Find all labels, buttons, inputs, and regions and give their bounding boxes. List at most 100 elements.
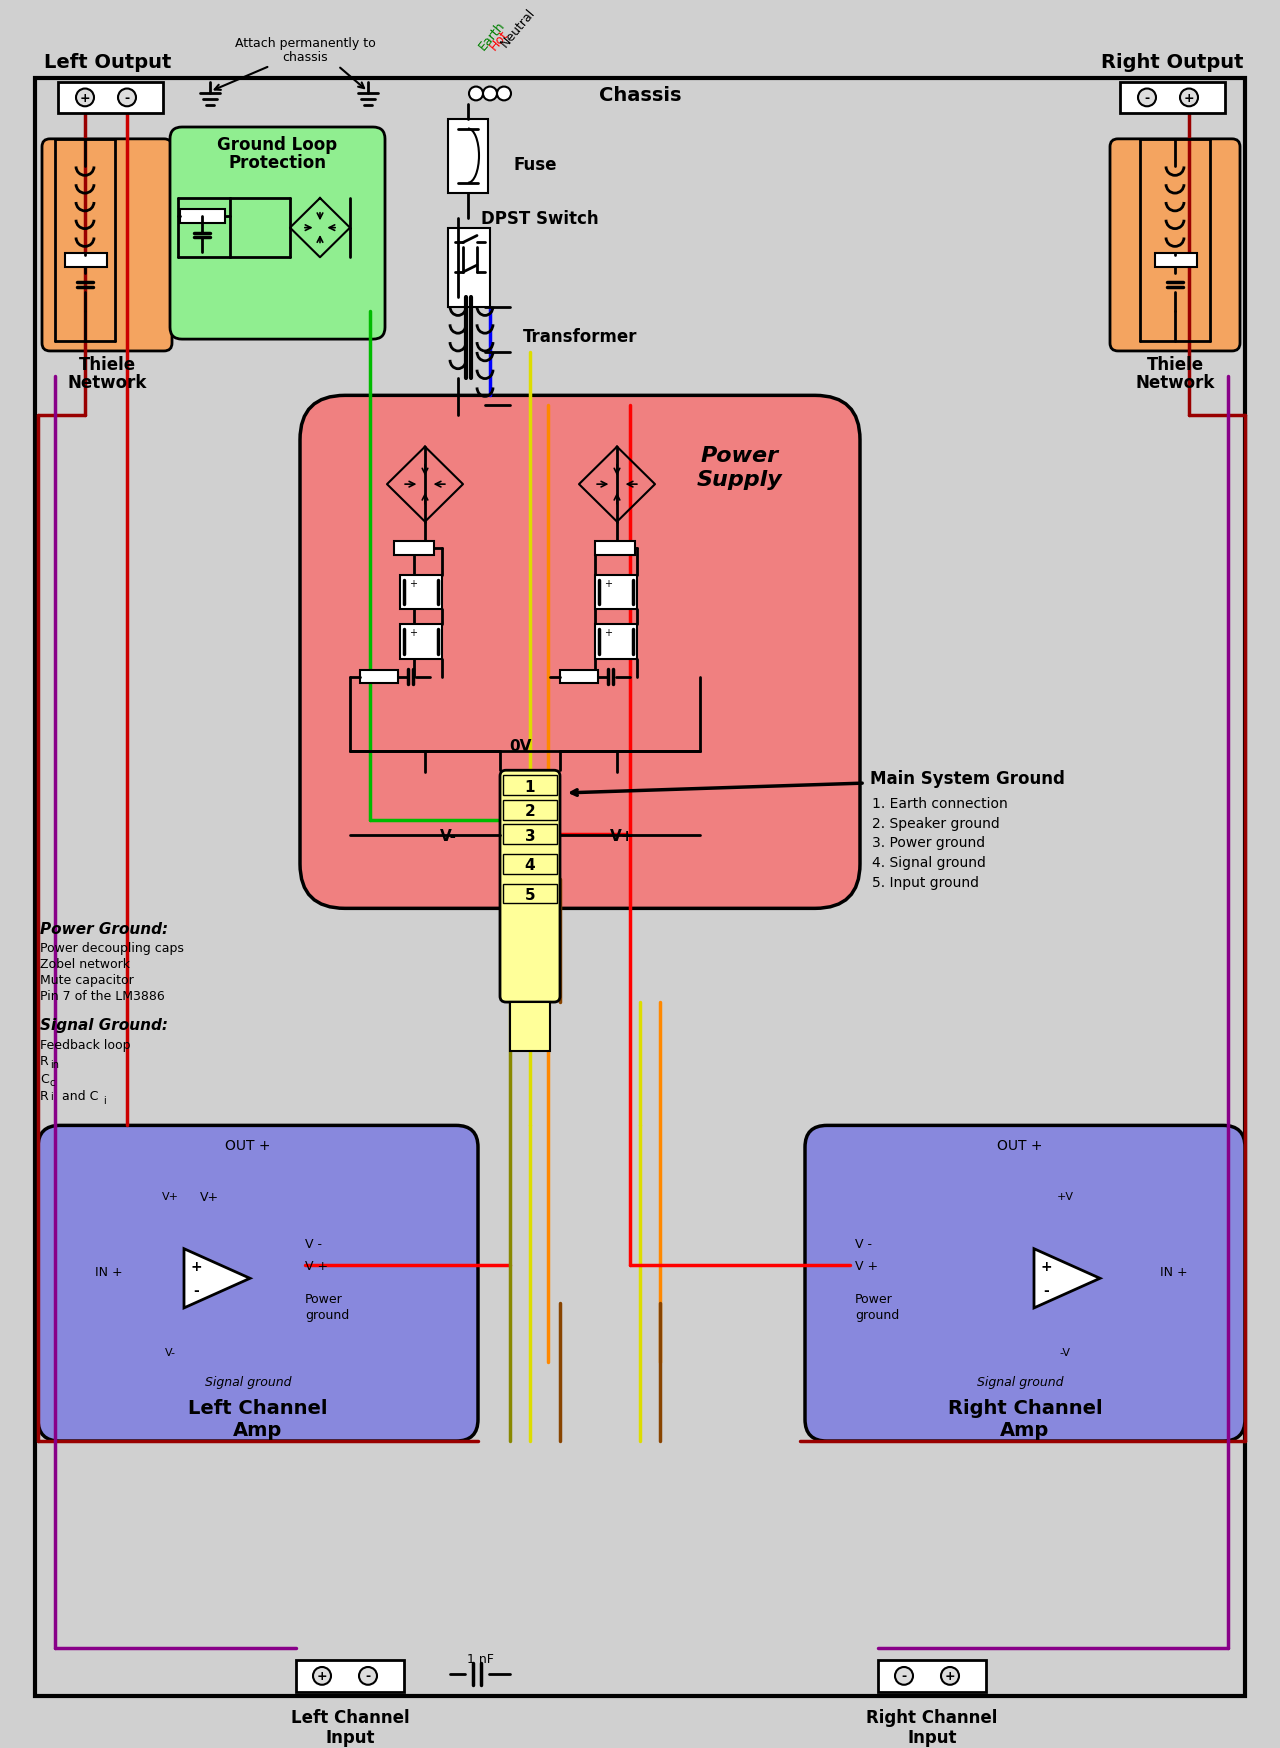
- Text: Power Ground:: Power Ground:: [40, 921, 168, 935]
- Text: -V: -V: [1060, 1348, 1070, 1358]
- Text: C: C: [40, 1072, 49, 1086]
- Text: 5. Input ground: 5. Input ground: [872, 876, 979, 890]
- Text: Signal ground: Signal ground: [977, 1376, 1064, 1388]
- Text: V+: V+: [161, 1192, 178, 1201]
- Text: chassis: chassis: [282, 51, 328, 65]
- Text: IN +: IN +: [95, 1266, 123, 1278]
- Text: Power: Power: [305, 1292, 343, 1304]
- Bar: [360, 669, 398, 683]
- Bar: [448, 121, 488, 194]
- Text: Mute capacitor: Mute capacitor: [40, 974, 133, 986]
- Text: R: R: [40, 1089, 49, 1103]
- Text: Thiele: Thiele: [1147, 355, 1203, 374]
- Bar: [509, 1003, 550, 1052]
- FancyBboxPatch shape: [170, 128, 385, 339]
- Text: -: -: [901, 1669, 906, 1682]
- Text: 4: 4: [525, 858, 535, 872]
- Text: -: -: [1043, 1283, 1048, 1297]
- Text: +: +: [1041, 1260, 1052, 1274]
- Text: 1 nF: 1 nF: [467, 1652, 493, 1664]
- Text: +: +: [79, 93, 91, 105]
- Text: Earth: Earth: [476, 19, 507, 52]
- Text: Attach permanently to: Attach permanently to: [234, 37, 375, 49]
- Text: Transformer: Transformer: [522, 329, 637, 346]
- Text: +: +: [604, 579, 612, 589]
- Text: V -: V -: [855, 1238, 872, 1250]
- Bar: [503, 776, 557, 795]
- Text: V-: V-: [439, 829, 457, 843]
- Text: +: +: [316, 1669, 328, 1682]
- Bar: [399, 624, 442, 659]
- Text: Feedback loop: Feedback loop: [40, 1038, 131, 1051]
- Text: Network: Network: [68, 374, 147, 392]
- Text: V+: V+: [200, 1190, 219, 1203]
- Text: 5: 5: [525, 888, 535, 902]
- Text: +: +: [945, 1669, 955, 1682]
- Circle shape: [468, 87, 483, 101]
- Bar: [595, 575, 637, 610]
- Text: +: +: [191, 1260, 202, 1274]
- Text: -: -: [1144, 93, 1149, 105]
- Bar: [503, 855, 557, 874]
- Text: IN +: IN +: [1160, 1266, 1188, 1278]
- Text: Zobel network: Zobel network: [40, 958, 131, 970]
- Text: V -: V -: [305, 1238, 323, 1250]
- Bar: [595, 624, 637, 659]
- Circle shape: [1180, 89, 1198, 107]
- Text: Chassis: Chassis: [599, 86, 681, 105]
- Text: 4. Signal ground: 4. Signal ground: [872, 855, 986, 869]
- Text: Power decoupling caps: Power decoupling caps: [40, 942, 184, 954]
- FancyBboxPatch shape: [500, 771, 561, 1003]
- Text: in: in: [50, 1059, 59, 1070]
- Text: 2: 2: [525, 804, 535, 818]
- Text: Signal ground: Signal ground: [205, 1376, 292, 1388]
- Circle shape: [118, 89, 136, 107]
- Circle shape: [76, 89, 93, 107]
- Circle shape: [895, 1668, 913, 1685]
- Circle shape: [483, 87, 497, 101]
- Text: 1. Earth connection: 1. Earth connection: [872, 797, 1007, 811]
- Text: i: i: [50, 1091, 52, 1101]
- Text: R: R: [40, 1054, 49, 1068]
- Bar: [448, 229, 490, 308]
- Text: Input: Input: [325, 1729, 375, 1746]
- Text: ground: ground: [305, 1309, 349, 1321]
- Text: i: i: [102, 1094, 106, 1105]
- Text: 3: 3: [525, 829, 535, 843]
- Text: -: -: [365, 1669, 371, 1682]
- Text: 3. Power ground: 3. Power ground: [872, 836, 986, 850]
- Text: Amp: Amp: [1001, 1419, 1050, 1439]
- Text: Right Output: Right Output: [1101, 54, 1243, 72]
- Text: ground: ground: [855, 1309, 900, 1321]
- Bar: [394, 542, 434, 556]
- Text: Hot: Hot: [486, 28, 511, 52]
- Text: V +: V +: [855, 1259, 878, 1273]
- Bar: [503, 825, 557, 844]
- Text: 1: 1: [525, 780, 535, 794]
- Circle shape: [1138, 89, 1156, 107]
- Text: Supply: Supply: [698, 470, 783, 489]
- FancyBboxPatch shape: [42, 140, 172, 351]
- Polygon shape: [184, 1250, 250, 1308]
- Bar: [1155, 253, 1197, 267]
- Text: -: -: [124, 93, 129, 105]
- Text: +: +: [604, 628, 612, 638]
- Text: Fuse: Fuse: [513, 156, 557, 173]
- Bar: [180, 210, 225, 224]
- Bar: [296, 1661, 404, 1692]
- Bar: [878, 1661, 986, 1692]
- Text: +: +: [410, 579, 417, 589]
- Text: Pin 7 of the LM3886: Pin 7 of the LM3886: [40, 989, 165, 1002]
- FancyBboxPatch shape: [300, 397, 860, 909]
- Text: +: +: [410, 628, 417, 638]
- Text: OUT +: OUT +: [997, 1138, 1043, 1152]
- Text: 2. Speaker ground: 2. Speaker ground: [872, 816, 1000, 830]
- Text: +V: +V: [1056, 1192, 1074, 1201]
- Text: Thiele: Thiele: [78, 355, 136, 374]
- Text: Neutral: Neutral: [498, 7, 538, 51]
- Circle shape: [314, 1668, 332, 1685]
- Circle shape: [941, 1668, 959, 1685]
- Text: V-: V-: [165, 1348, 175, 1358]
- Text: -: -: [193, 1283, 198, 1297]
- Circle shape: [358, 1668, 378, 1685]
